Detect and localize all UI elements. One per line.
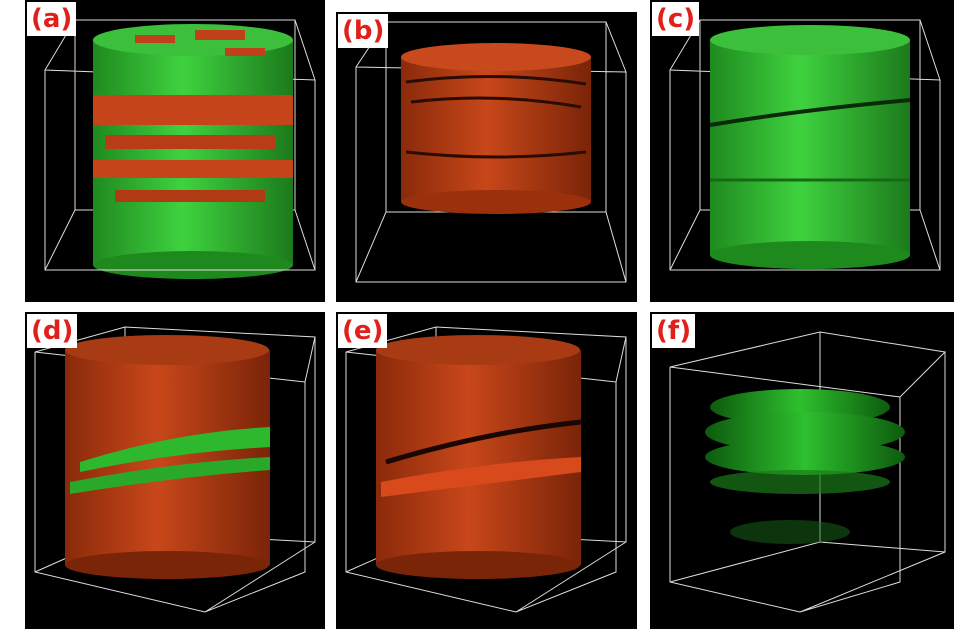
panel-e: (e) (336, 312, 637, 629)
figure: (a) (b) (c) (d) (e) (f) (0, 0, 954, 629)
render (25, 0, 325, 302)
panel-label: (f) (652, 314, 695, 348)
panel-a: (a) (25, 0, 325, 302)
panel-d: (d) (25, 312, 325, 629)
panel-c: (c) (650, 0, 954, 302)
render (25, 312, 325, 629)
render (650, 0, 954, 302)
render (650, 312, 954, 629)
panel-label: (d) (27, 314, 77, 348)
panel-b: (b) (336, 12, 637, 302)
panel-label: (c) (652, 2, 699, 36)
panel-label: (e) (338, 314, 387, 348)
panel-label: (b) (338, 14, 388, 48)
render (336, 312, 637, 629)
panel-f: (f) (650, 312, 954, 629)
render (336, 12, 637, 302)
panel-label: (a) (27, 2, 76, 36)
